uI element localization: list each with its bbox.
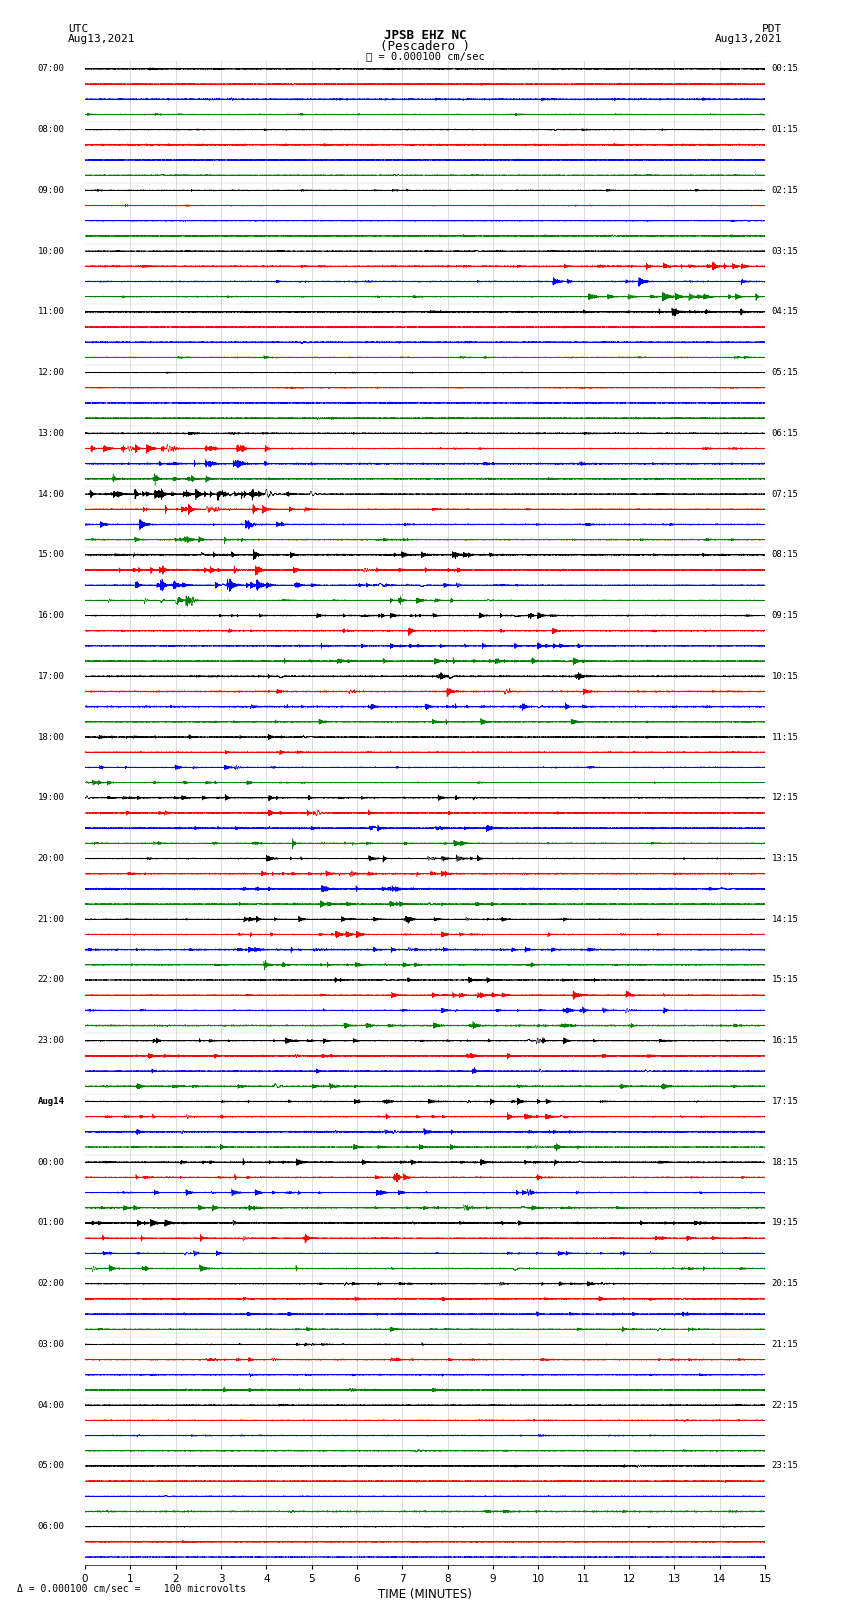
Text: 23:00: 23:00 <box>37 1036 65 1045</box>
Text: 22:15: 22:15 <box>772 1400 799 1410</box>
Text: 02:15: 02:15 <box>772 185 799 195</box>
Text: 14:15: 14:15 <box>772 915 799 924</box>
Text: (Pescadero ): (Pescadero ) <box>380 40 470 53</box>
Text: 04:15: 04:15 <box>772 308 799 316</box>
Text: 11:00: 11:00 <box>37 308 65 316</box>
Text: 06:00: 06:00 <box>37 1523 65 1531</box>
Text: 03:00: 03:00 <box>37 1340 65 1348</box>
Text: 12:15: 12:15 <box>772 794 799 802</box>
Text: 16:00: 16:00 <box>37 611 65 619</box>
Text: 10:00: 10:00 <box>37 247 65 255</box>
Text: 12:00: 12:00 <box>37 368 65 377</box>
Text: 07:15: 07:15 <box>772 490 799 498</box>
Text: 01:15: 01:15 <box>772 126 799 134</box>
Text: 07:00: 07:00 <box>37 65 65 73</box>
Text: 18:15: 18:15 <box>772 1158 799 1166</box>
Text: 05:15: 05:15 <box>772 368 799 377</box>
Text: 10:15: 10:15 <box>772 671 799 681</box>
Text: 17:00: 17:00 <box>37 671 65 681</box>
Text: JPSB EHZ NC: JPSB EHZ NC <box>383 29 467 42</box>
X-axis label: TIME (MINUTES): TIME (MINUTES) <box>378 1587 472 1600</box>
Text: 19:00: 19:00 <box>37 794 65 802</box>
Text: 09:15: 09:15 <box>772 611 799 619</box>
Text: 16:15: 16:15 <box>772 1036 799 1045</box>
Text: 08:15: 08:15 <box>772 550 799 560</box>
Text: 15:15: 15:15 <box>772 976 799 984</box>
Text: 21:00: 21:00 <box>37 915 65 924</box>
Text: 13:00: 13:00 <box>37 429 65 437</box>
Text: Aug13,2021: Aug13,2021 <box>68 34 135 44</box>
Text: 15:00: 15:00 <box>37 550 65 560</box>
Text: 19:15: 19:15 <box>772 1218 799 1227</box>
Text: 21:15: 21:15 <box>772 1340 799 1348</box>
Text: 14:00: 14:00 <box>37 490 65 498</box>
Text: 00:00: 00:00 <box>37 1158 65 1166</box>
Text: 05:00: 05:00 <box>37 1461 65 1471</box>
Text: 00:15: 00:15 <box>772 65 799 73</box>
Text: 02:00: 02:00 <box>37 1279 65 1289</box>
Text: Aug14: Aug14 <box>37 1097 65 1107</box>
Text: 23:15: 23:15 <box>772 1461 799 1471</box>
Text: UTC: UTC <box>68 24 88 34</box>
Text: 04:00: 04:00 <box>37 1400 65 1410</box>
Text: 13:15: 13:15 <box>772 853 799 863</box>
Text: 17:15: 17:15 <box>772 1097 799 1107</box>
Text: ⏐ = 0.000100 cm/sec: ⏐ = 0.000100 cm/sec <box>366 52 484 61</box>
Text: 09:00: 09:00 <box>37 185 65 195</box>
Text: Δ = 0.000100 cm/sec =    100 microvolts: Δ = 0.000100 cm/sec = 100 microvolts <box>17 1584 246 1594</box>
Text: 08:00: 08:00 <box>37 126 65 134</box>
Text: PDT: PDT <box>762 24 782 34</box>
Text: 06:15: 06:15 <box>772 429 799 437</box>
Text: 20:15: 20:15 <box>772 1279 799 1289</box>
Text: 11:15: 11:15 <box>772 732 799 742</box>
Text: 22:00: 22:00 <box>37 976 65 984</box>
Text: 03:15: 03:15 <box>772 247 799 255</box>
Text: 20:00: 20:00 <box>37 853 65 863</box>
Text: 18:00: 18:00 <box>37 732 65 742</box>
Text: 01:00: 01:00 <box>37 1218 65 1227</box>
Text: Aug13,2021: Aug13,2021 <box>715 34 782 44</box>
